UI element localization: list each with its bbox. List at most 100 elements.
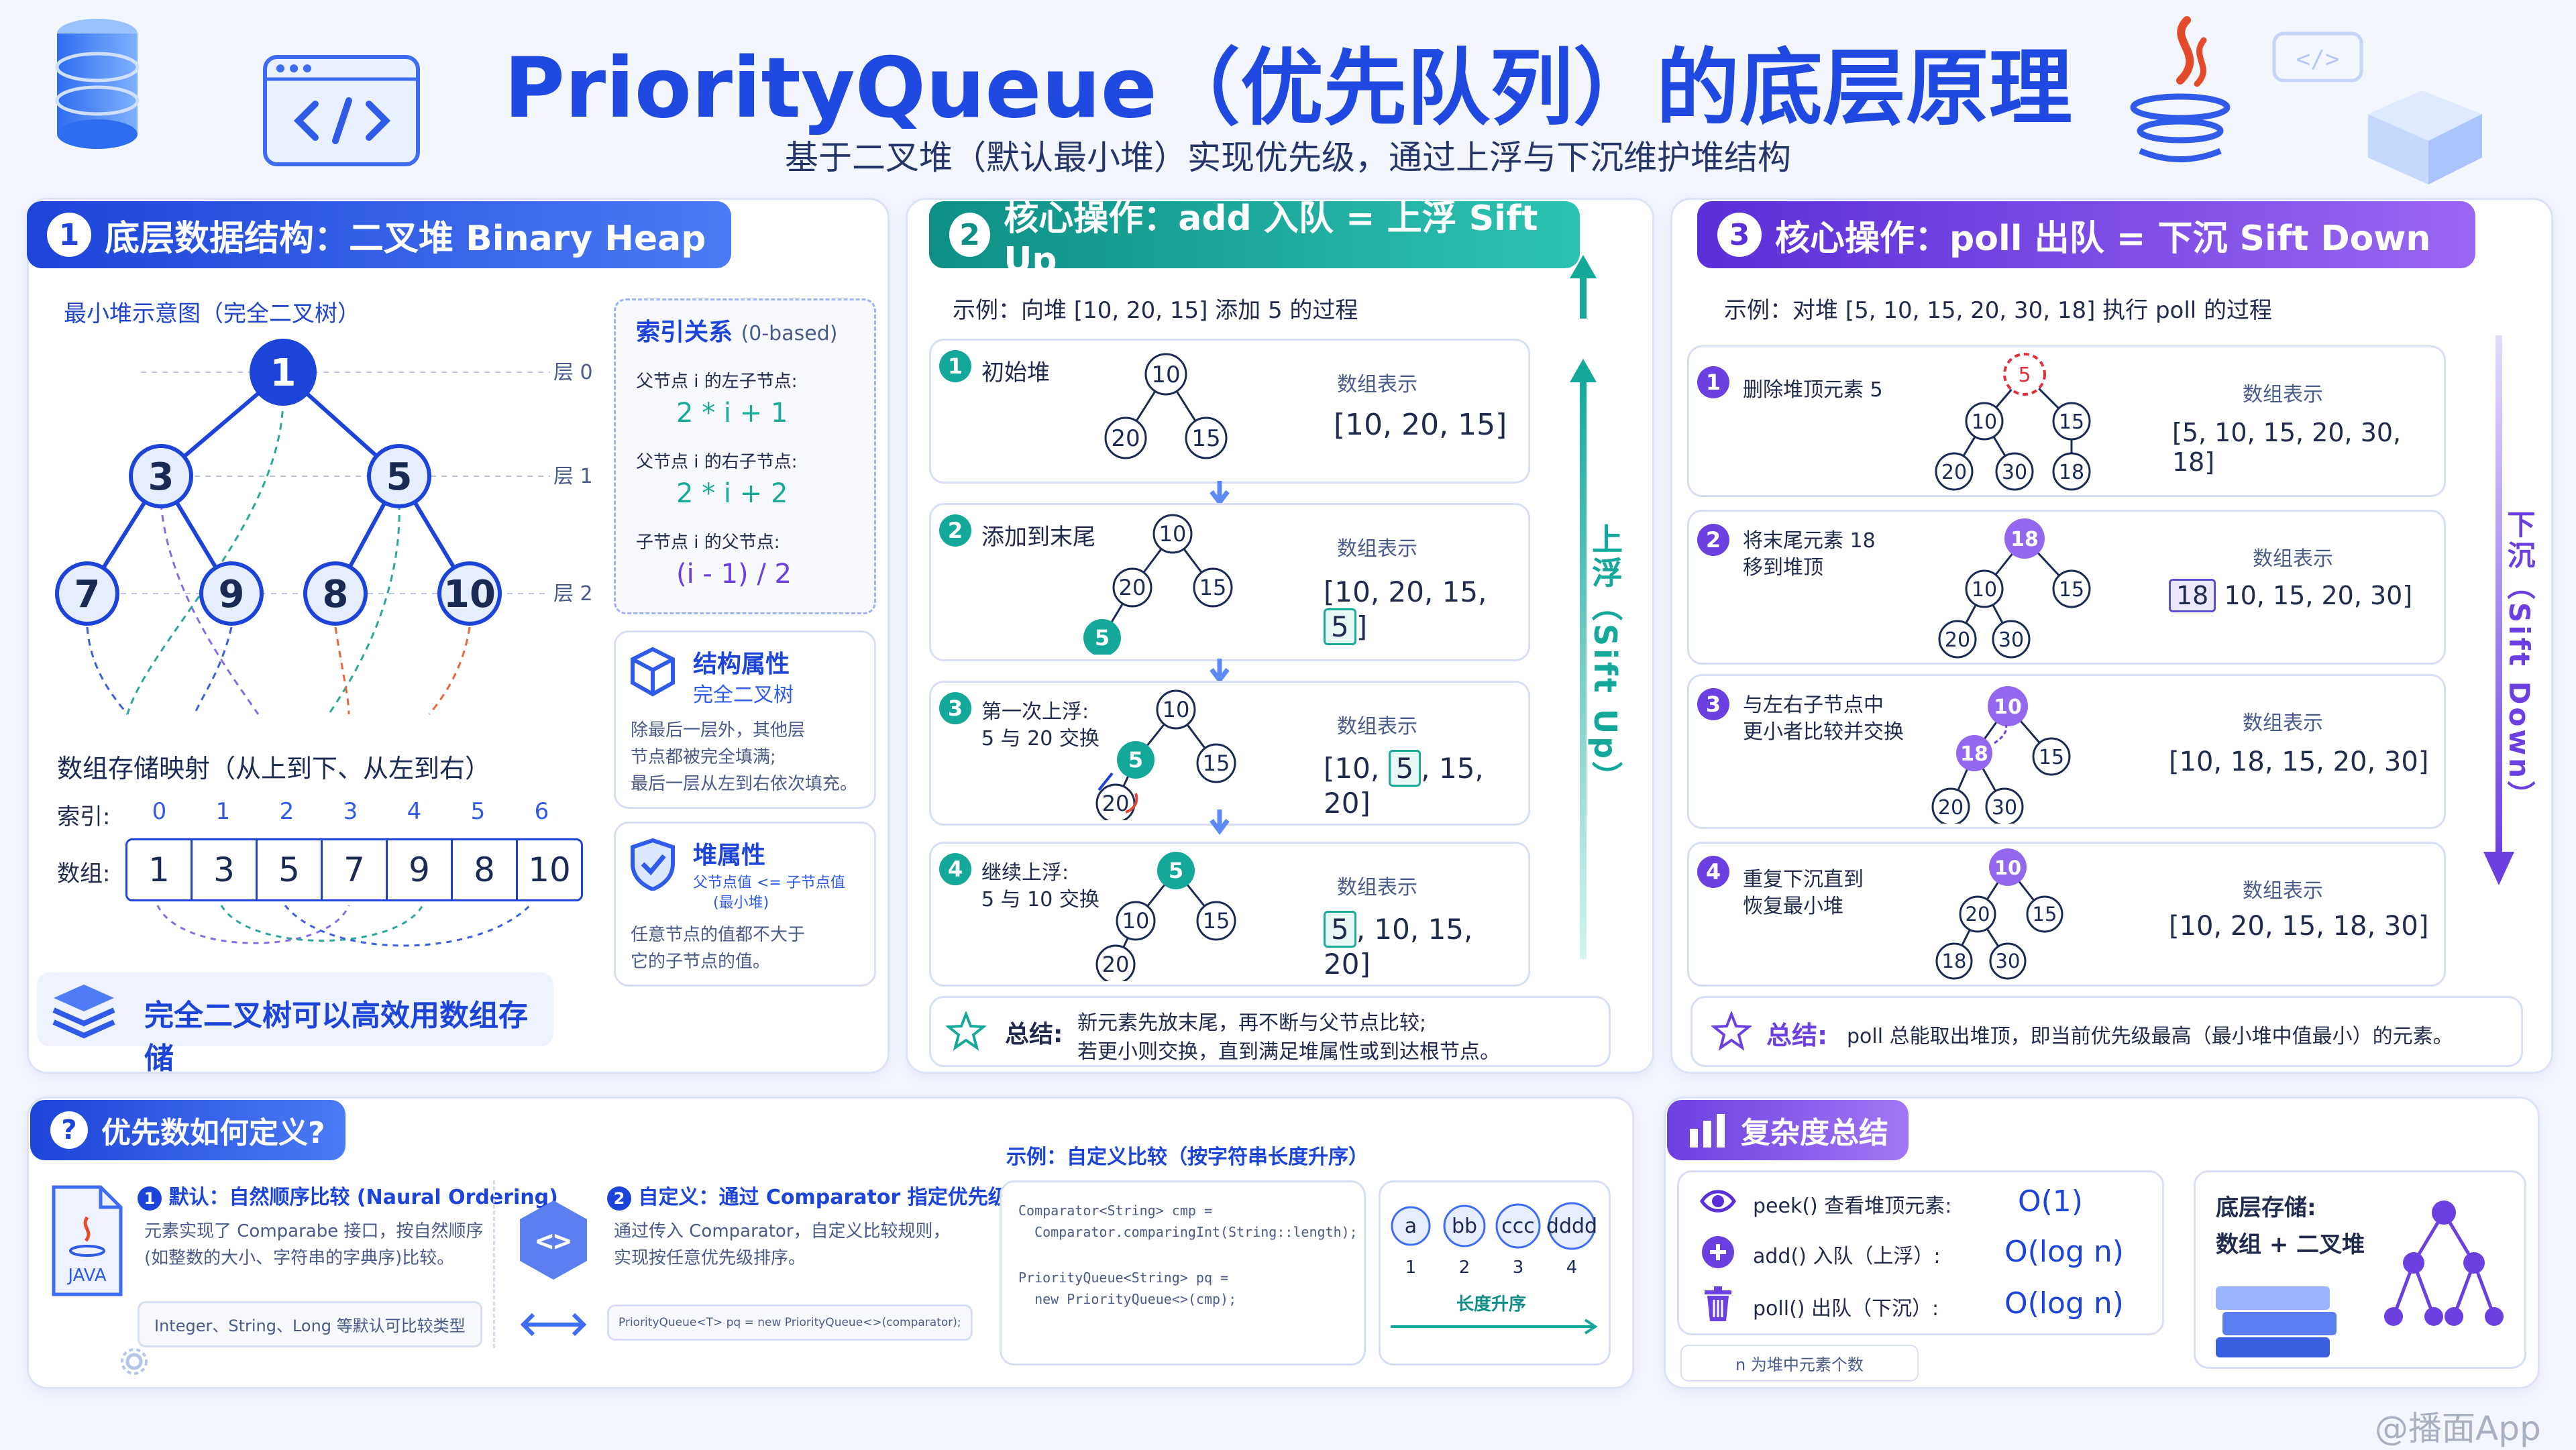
step-number: 4 (939, 853, 971, 885)
sift-down-step-card: 4 重复下沉直到 恢复最小堆 10 20 15 18 30 数组表示 [10, … (1687, 842, 2446, 987)
index-row: 0 1 2 3 4 5 6 (127, 798, 574, 825)
shield-check-icon (631, 838, 675, 891)
swap-arrow-icon (520, 1313, 587, 1337)
sift-up-tree: 10 20 15 (1104, 353, 1228, 459)
java-icon (2130, 16, 2231, 162)
tree-node: 20 (1111, 425, 1140, 452)
heap-property-card: 堆属性 父节点值 <= 子节点值 (最小堆) 任意节点的值都不大于 它的子节点的… (614, 822, 876, 987)
tree-node: 10 (1122, 908, 1150, 934)
complexity-footnote: n 为堆中元素个数 (1680, 1345, 1919, 1382)
section3-example: 示例：对堆 [5, 10, 15, 20, 30, 18] 执行 poll 的过… (1724, 297, 2273, 324)
code-line: PriorityQueue<String> pq = (1018, 1270, 1229, 1286)
array-caption: 数组表示 (2243, 712, 2323, 735)
array-caption: 数组表示 (1337, 373, 1417, 396)
tree-node: 5 (2018, 364, 2031, 387)
mini-tree-icon (2384, 1201, 2504, 1326)
divider (493, 1180, 497, 1348)
index-value: 1 (215, 798, 231, 825)
array-text: [10, 20, 15, (1324, 575, 1487, 608)
array-representation: 18 10, 15, 20, 30] (2169, 579, 2412, 612)
section3-title: 核心操作：poll 出队 = 下沉 Sift Down (1775, 218, 2431, 259)
step-number: 3 (1697, 688, 1729, 720)
step-label: 更小者比较并交换 (1743, 720, 1904, 744)
sift-up-step-card: 4 继续上浮: 5 与 10 交换 5 10 15 20 数组表示 5, 10,… (929, 842, 1530, 987)
index-value: 5 (470, 798, 486, 825)
tree-node: 5 (1095, 625, 1110, 651)
step-label: 移到堆顶 (1743, 556, 1823, 579)
array-cell: 10 (528, 850, 571, 889)
sift-up-summary: 总结: 新元素先放末尾，再不断与父节点比较; 若更小则交换，直到满足堆属性或到达… (929, 996, 1611, 1067)
tree-node: 18 (1942, 950, 1967, 972)
array-representation: [10, 20, 15, 18, 30] (2169, 911, 2429, 942)
array-caption: 数组表示 (2243, 383, 2323, 406)
tree-node: 30 (1996, 950, 2021, 972)
step-number: 4 (1697, 856, 1729, 888)
array-highlight: 5 (1324, 608, 1356, 645)
watermark: @播面App (2375, 1409, 2541, 1448)
sift-up-step-card: 1 初始堆 10 20 15 数组表示 [10, 20, 15] (929, 339, 1530, 484)
length-number: 3 (1513, 1258, 1524, 1278)
default-ordering-desc: 元素实现了 Comparabe 接口，按自然顺序 (144, 1221, 484, 1241)
star-icon (946, 1011, 986, 1051)
level-label: 层 0 (553, 361, 593, 384)
heap-property-title: 堆属性 (693, 842, 766, 869)
eye-icon (1700, 1190, 1736, 1213)
section4-header: ? 优先数如何定义? (30, 1100, 345, 1160)
tree-node: 3 (148, 455, 174, 499)
index-rule-label: 父节点 i 的左子节点: (636, 372, 798, 392)
index-rule-label: 父节点 i 的右子节点: (636, 452, 798, 472)
step-label: 恢复最小堆 (1743, 895, 1843, 918)
array-cell: 7 (323, 840, 388, 899)
tree-node: 7 (74, 573, 101, 616)
summary-text: 新元素先放末尾，再不断与父节点比较; (1077, 1011, 1427, 1035)
section2-number: 2 (949, 213, 991, 257)
tree-node: 30 (2002, 461, 2027, 484)
step-label: 删除堆顶元素 5 (1743, 378, 1883, 402)
custom-comparator-title-text: 自定义：通过 Comparator 指定优先级 (638, 1186, 1008, 1209)
sift-down-step-card: 3 与左右子节点中 更小者比较并交换 10 18 15 20 30 数组表示 [… (1687, 674, 2446, 829)
array-caption: 数组表示 (1337, 537, 1417, 561)
array-representation: [10, 18, 15, 20, 30] (2169, 746, 2429, 777)
code-icon-glyph: <> (536, 1224, 572, 1258)
down-arrow-icon (1210, 481, 1230, 506)
tree-node: 10 (443, 573, 496, 616)
step-label: 初始堆 (981, 359, 1050, 386)
summary-label: 总结: (1005, 1021, 1063, 1048)
array-caption: 数组表示 (2253, 547, 2333, 571)
array-cell: 8 (453, 840, 518, 899)
section1-title: 底层数据结构：二叉堆 Binary Heap (105, 218, 706, 259)
length-number: 1 (1405, 1258, 1417, 1278)
step-label: 添加到末尾 (981, 524, 1095, 551)
tree-node: 20 (1941, 461, 1967, 484)
heap-property-desc: 它的子节点的值。 (631, 952, 771, 972)
sift-down-tree: 5 10 15 20 30 18 (1935, 353, 2091, 491)
length-number: 4 (1566, 1258, 1578, 1278)
level-label: 层 1 (553, 465, 593, 488)
section5-title: 复杂度总结 (1741, 1116, 1888, 1150)
array-highlight: 5 (1388, 750, 1421, 787)
structure-subtitle: 完全二叉树 (693, 683, 794, 707)
ascending-label: 长度升序 (1456, 1294, 1526, 1315)
summary-label: 总结: (1766, 1021, 1828, 1050)
step-number: 1 (138, 1186, 162, 1211)
section2-example: 示例：向堆 [10, 20, 15] 添加 5 的过程 (953, 297, 1358, 324)
section5-header: 复杂度总结 (1667, 1100, 1909, 1160)
section1-header: 1 底层数据结构：二叉堆 Binary Heap (27, 201, 731, 268)
down-arrow-icon (1210, 810, 1230, 835)
array-text: , 10, 15, 20] (1324, 913, 1473, 981)
sift-down-tree: 10 18 15 20 30 (1931, 686, 2071, 824)
step-number: 1 (939, 350, 971, 382)
step-number: 2 (939, 514, 971, 547)
section3-number: 3 (1717, 213, 1762, 257)
down-arrow-icon (1210, 659, 1230, 684)
array-text: 10, 15, 20, 30] (2224, 581, 2413, 610)
array-representation: [10, 20, 15, 5] (1324, 575, 1528, 645)
tree-node: 15 (2039, 746, 2064, 769)
page-title: PriorityQueue（优先队列）的底层原理 (504, 40, 2072, 137)
array-highlight: 18 (2169, 579, 2216, 612)
tree-node: 15 (2033, 903, 2057, 926)
tree-node: 20 (1966, 903, 1990, 926)
heap-property-note: (最小堆) (713, 895, 769, 911)
complexity-label: poll() 出队（下沉）: (1753, 1297, 1939, 1321)
tree-node: 15 (2059, 410, 2084, 434)
